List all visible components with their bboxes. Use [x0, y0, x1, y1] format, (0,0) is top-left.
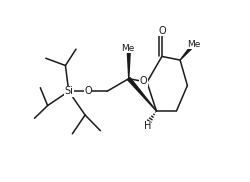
Text: Me: Me — [186, 40, 200, 49]
Text: Me: Me — [120, 44, 134, 53]
Polygon shape — [127, 53, 130, 79]
Text: O: O — [158, 26, 165, 36]
Text: O: O — [84, 86, 92, 96]
Polygon shape — [127, 78, 156, 111]
Text: O: O — [139, 76, 147, 86]
Polygon shape — [180, 45, 193, 60]
Text: Si: Si — [64, 86, 73, 96]
Text: H: H — [143, 121, 150, 131]
